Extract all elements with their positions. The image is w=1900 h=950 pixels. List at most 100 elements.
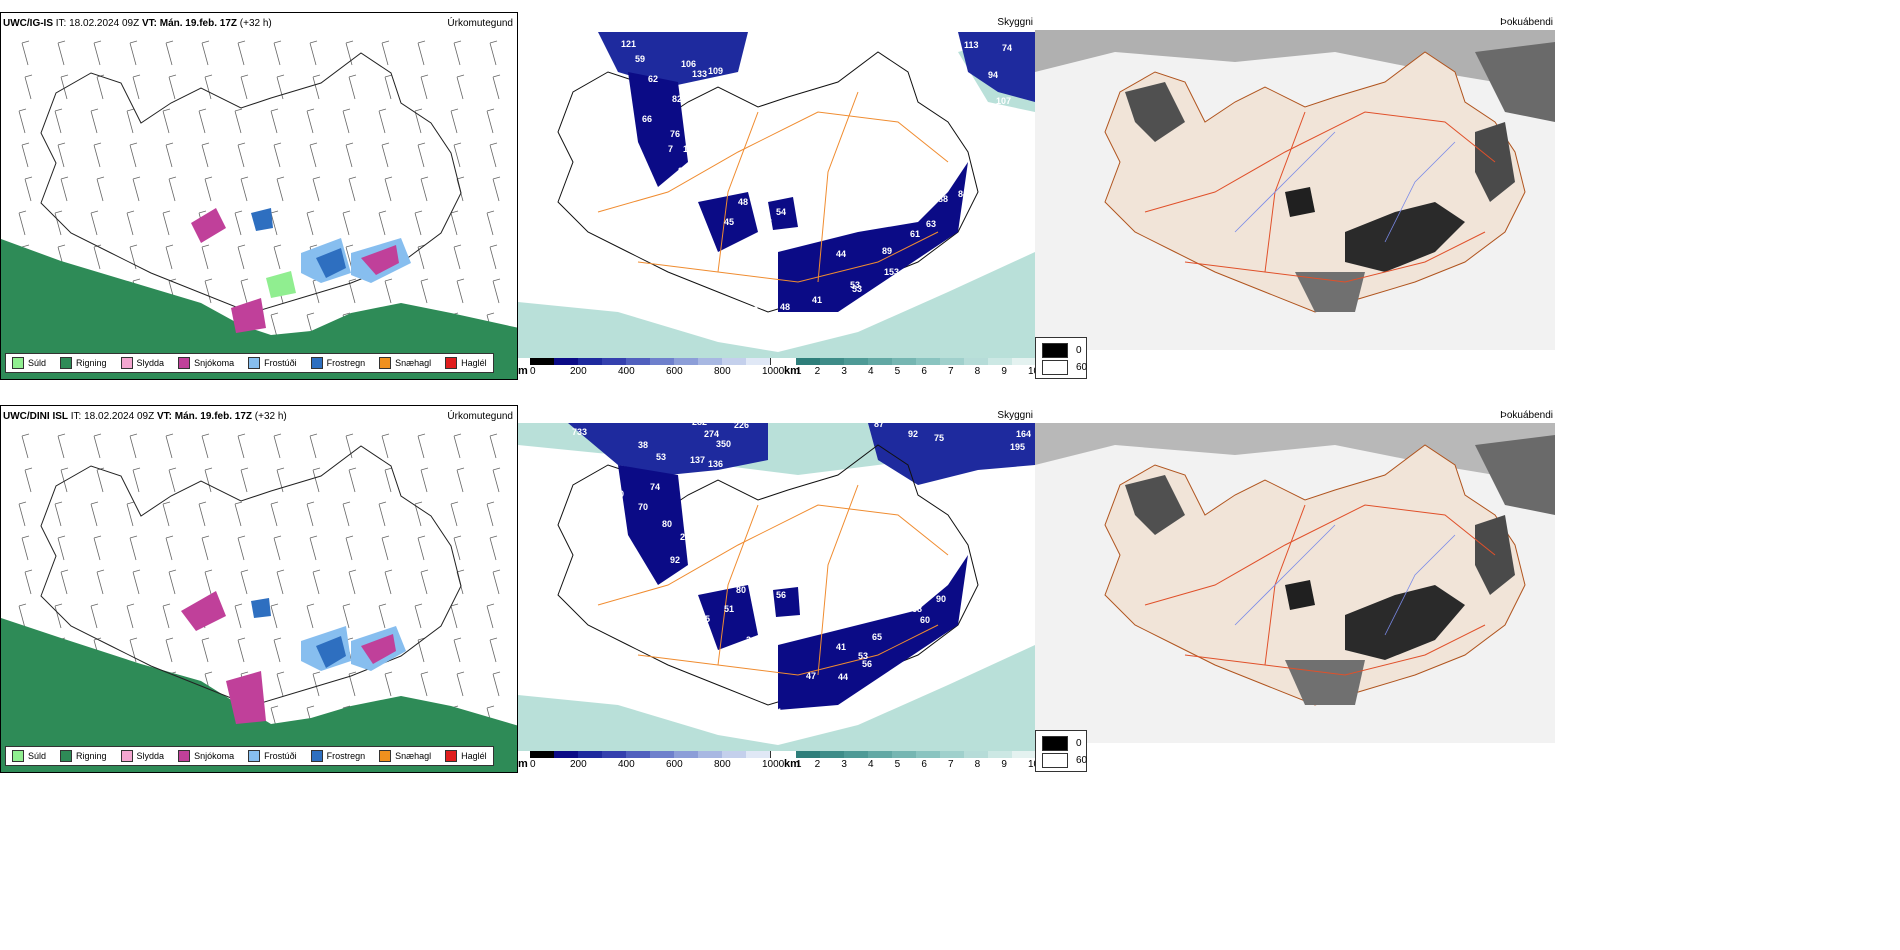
wind-barb [90, 501, 99, 527]
visibility-value-label: 350 [716, 439, 731, 449]
visibility-value-label: 73 [836, 617, 846, 627]
legend-swatch [60, 357, 73, 369]
wind-barb [54, 210, 63, 236]
wind-barb [270, 603, 279, 629]
visibility-value-label: 44 [838, 672, 848, 682]
wind-barb [378, 501, 387, 527]
visibility-value-label: 63 [926, 219, 936, 229]
wind-barb [489, 142, 498, 168]
legend-swatch [310, 750, 323, 762]
visibility-value-label: 94 [832, 214, 842, 224]
wind-barb [420, 278, 429, 304]
visibility-value-label: 66 [642, 114, 652, 124]
wind-barb [348, 278, 357, 304]
visibility-value-label: 7 [668, 144, 673, 154]
wind-barb [306, 603, 315, 629]
colorbar-segment [820, 358, 845, 365]
wind-barb [132, 176, 141, 202]
wind-barb [165, 535, 174, 561]
wind-barb [201, 142, 210, 168]
legend-label: Haglél [461, 358, 487, 368]
wind-barb [381, 433, 390, 459]
wind-barb [201, 433, 210, 459]
wind-barb [378, 603, 387, 629]
visibility-value-label: 53 [850, 280, 860, 290]
wind-barb [384, 671, 393, 697]
visibility-value-label: 733 [572, 427, 587, 437]
wind-barb [450, 501, 459, 527]
wind-barb [234, 603, 243, 629]
roads [597, 484, 949, 676]
legend-item: Frostregn [310, 357, 365, 369]
visibility-panel-row2: 733 38 282 274 226 157 53 137 136 350 87 92 103 75 135… [518, 405, 1035, 773]
wind-barb [306, 210, 315, 236]
visibility-map-row2: 733 38 282 274 226 157 53 137 136 350 87 92 103 75 135… [518, 411, 1035, 751]
colorbar-segment [964, 751, 989, 758]
wind-barb [168, 74, 177, 100]
wind-barb [240, 74, 249, 100]
colorbar-segment [892, 751, 917, 758]
colorbar-tick: 4 [868, 759, 874, 770]
wind-barb [453, 433, 462, 459]
visibility-value-label: 56 [776, 590, 786, 600]
visibility-value-label: 92 [670, 555, 680, 565]
wind-barb [384, 569, 393, 595]
wind-barb [384, 74, 393, 100]
colorbar-tick: 3 [841, 366, 847, 377]
wind-barb [348, 671, 357, 697]
wind-barb [60, 569, 69, 595]
colorbar-segment [844, 358, 869, 365]
legend-item: Haglél [445, 357, 487, 369]
cloud-base-colorbar: m 0 200 400 600 800 1000 [518, 751, 784, 773]
wind-barb [312, 671, 321, 697]
legend-item: Frostúði [248, 750, 297, 762]
visibility-value-label: 74 [650, 482, 660, 492]
wind-barb [240, 569, 249, 595]
wind-barb [204, 467, 213, 493]
colorbar-segment [530, 358, 555, 365]
visibility-value-label: 133 [692, 69, 707, 79]
wind-barb [270, 108, 279, 134]
legend-swatch [248, 357, 261, 369]
wind-barb [93, 433, 102, 459]
colorbar-unit: m [518, 758, 528, 770]
colorbar-segment [916, 751, 941, 758]
fog-map-row1 [1035, 30, 1555, 350]
wind-barb [57, 535, 66, 561]
legend-label: Frostregn [326, 751, 366, 761]
wind-barb [90, 603, 99, 629]
legend-label: Súld [28, 358, 47, 368]
wind-barb [492, 671, 501, 697]
wind-barb [237, 40, 246, 66]
wind-barb [57, 40, 66, 66]
colorbar-segment [746, 751, 771, 758]
wind-barb [381, 40, 390, 66]
colorbar-tick: 800 [714, 759, 731, 770]
rivers [1234, 524, 1456, 636]
visibility-value-label: 61 [910, 229, 920, 239]
fog-legend-label: 0 [1076, 738, 1082, 749]
iceland-outline [40, 52, 462, 314]
colorbar-segment [796, 358, 821, 365]
wind-barb [381, 535, 390, 561]
colorbar-tick: 7 [948, 366, 954, 377]
wind-barb [312, 569, 321, 595]
visibility-value-label: 89 [882, 246, 892, 256]
wind-barb [492, 569, 501, 595]
fog-legend-swatch [1042, 736, 1068, 751]
iceland-outline [557, 51, 979, 313]
fog-legend-swatch [1042, 753, 1068, 768]
visibility-value-label: 73 [748, 305, 758, 315]
visibility-value-label: 106 [906, 24, 921, 34]
wind-barb [96, 569, 105, 595]
legend-item: Súld [12, 750, 46, 762]
visibility-value-label: 164 [1016, 429, 1031, 439]
visibility-value-label: 48 [738, 197, 748, 207]
wind-barb [54, 603, 63, 629]
visibility-value-label: 53 [852, 284, 862, 294]
wind-barb [129, 535, 138, 561]
colorbar-tick: 0 [530, 759, 536, 770]
wind-barb [492, 278, 501, 304]
legend-swatch [60, 750, 73, 762]
